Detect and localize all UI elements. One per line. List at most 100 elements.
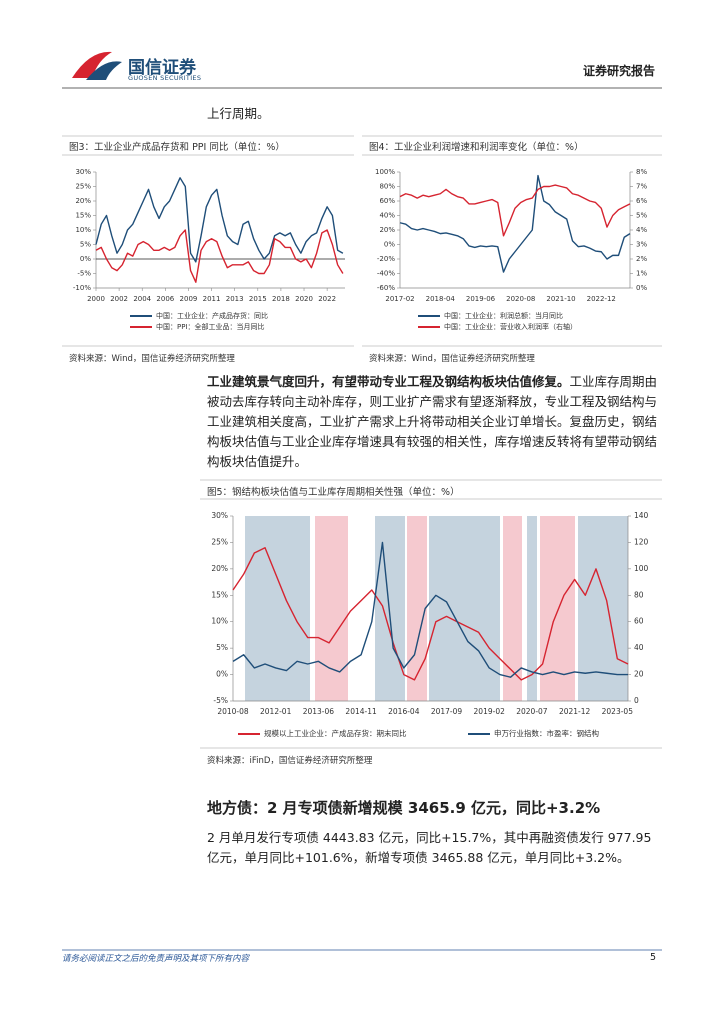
report-type: 证券研究报告 bbox=[582, 64, 655, 78]
x-tick-label: 2006 bbox=[156, 295, 174, 303]
x-tick-label: 2018 bbox=[272, 295, 290, 303]
y-tick-label: 10% bbox=[75, 226, 91, 234]
brand: 国信证券 bbox=[128, 58, 196, 78]
series-line bbox=[399, 174, 631, 273]
legend-label: 规模以上工业企业：产成品存货：期末同比 bbox=[264, 728, 407, 738]
disclaimer: 请务必阅读正文之后的免责声明及其项下所有内容 bbox=[62, 954, 250, 964]
y-tick-label: 30% bbox=[75, 168, 91, 176]
source: 资料来源：Wind，国信证券经济研究所整理 bbox=[369, 354, 535, 364]
x-tick-label: 2011 bbox=[203, 295, 221, 303]
series-line bbox=[95, 177, 344, 263]
y-tick-label: 20% bbox=[379, 226, 395, 234]
series-line bbox=[232, 541, 628, 678]
x-tick-label: 2022-12 bbox=[587, 295, 616, 303]
x-tick-label: 2021-10 bbox=[546, 295, 575, 303]
legend-label: 中国：工业企业：营业收入利润率（右轴） bbox=[444, 322, 577, 331]
x-tick-label: 2019-02 bbox=[474, 707, 506, 716]
shaded-period bbox=[407, 516, 427, 701]
y-tick-label: -5% bbox=[77, 270, 91, 278]
y2-tick-label: 8% bbox=[636, 168, 647, 176]
y2-tick-label: 100 bbox=[634, 564, 649, 573]
shaded-period bbox=[503, 516, 522, 701]
y-tick-label: -20% bbox=[377, 255, 395, 263]
shaded-periods bbox=[245, 516, 628, 701]
y2-tick-label: 4% bbox=[636, 226, 647, 234]
x-tick-label: 2023-05 bbox=[602, 707, 634, 716]
y-tick-label: 25% bbox=[75, 183, 91, 191]
y-tick-label: 10% bbox=[211, 617, 228, 626]
legend-label: 中国：PPI：全部工业品：当月同比 bbox=[156, 322, 265, 331]
y-tick-label: 25% bbox=[211, 537, 228, 546]
x-tick-label: 2013-06 bbox=[303, 707, 335, 716]
y2-tick-label: 3% bbox=[636, 241, 647, 249]
shaded-period bbox=[315, 516, 348, 701]
legend-label: 中国：工业企业：产成品存货：同比 bbox=[156, 311, 268, 320]
shaded-period bbox=[578, 516, 628, 701]
y2-tick-label: 0% bbox=[636, 284, 647, 292]
x-tick-label: 2020-07 bbox=[516, 707, 548, 716]
y-tick-label: 15% bbox=[211, 590, 228, 599]
y2-tick-label: 7% bbox=[636, 183, 647, 191]
y-tick-label: 0% bbox=[384, 241, 395, 249]
legend-label: 中国：工业企业：利润总额：当月同比 bbox=[444, 311, 563, 320]
series-line bbox=[232, 547, 629, 681]
y2-tick-label: 1% bbox=[636, 270, 647, 278]
y2-tick-label: 140 bbox=[634, 511, 649, 520]
x-tick-label: 2017-02 bbox=[385, 295, 414, 303]
y-tick-label: 5% bbox=[216, 643, 228, 652]
y2-tick-label: 40 bbox=[634, 643, 644, 652]
x-tick-label: 2018-04 bbox=[426, 295, 456, 303]
y2-tick-label: 20 bbox=[634, 670, 644, 679]
series-line bbox=[399, 184, 631, 237]
x-tick-label: 2014-11 bbox=[345, 707, 377, 716]
y-tick-label: 80% bbox=[379, 183, 395, 191]
series-line bbox=[95, 229, 344, 283]
y-tick-label: -60% bbox=[377, 284, 395, 292]
legend-label: 申万行业指数：市盈率：钢结构 bbox=[494, 728, 599, 738]
x-tick-label: 2009 bbox=[180, 295, 198, 303]
x-tick-label: 2010-08 bbox=[217, 707, 249, 716]
page-number: 5 bbox=[650, 952, 657, 963]
source: 资料来源：Wind，国信证券经济研究所整理 bbox=[69, 354, 235, 364]
y2-tick-label: 5% bbox=[636, 212, 647, 220]
y-tick-label: 15% bbox=[75, 212, 91, 220]
x-tick-label: 2021-12 bbox=[559, 707, 591, 716]
y-tick-label: 100% bbox=[375, 168, 395, 176]
logo-red bbox=[72, 51, 112, 78]
x-tick-label: 2012-01 bbox=[260, 707, 292, 716]
figure-caption: 图5：钢结构板块估值与工业库存周期相关性强（单位：%） bbox=[207, 487, 460, 498]
paragraph: 工业建筑景气度回升，有望带动专业工程及钢结构板块估值修复。工业库存周期由被动去库… bbox=[207, 372, 663, 472]
brand-en: GUOSEN SECURITIES bbox=[128, 74, 202, 82]
paragraph-lead: 工业建筑景气度回升，有望带动专业工程及钢结构板块估值修复。 bbox=[207, 374, 570, 389]
shaded-period bbox=[540, 516, 575, 701]
x-tick-label: 2004 bbox=[133, 295, 151, 303]
x-tick-label: 2015 bbox=[249, 295, 267, 303]
paragraph: 2 月单月发行专项债 4443.83 亿元，同比+15.7%，其中再融资债发行 … bbox=[207, 830, 652, 865]
y-tick-label: -10% bbox=[73, 284, 91, 292]
y2-tick-label: 2% bbox=[636, 255, 647, 263]
y2-tick-label: 120 bbox=[634, 537, 649, 546]
x-tick-label: 2002 bbox=[110, 295, 128, 303]
x-tick-label: 2017-09 bbox=[431, 707, 463, 716]
y-tick-label: 40% bbox=[379, 212, 395, 220]
x-tick-label: 2022 bbox=[318, 295, 336, 303]
y2-tick-label: 60 bbox=[634, 617, 644, 626]
figure-caption: 图3：工业企业产成品存货和 PPI 同比（单位：%） bbox=[69, 142, 285, 153]
y-tick-label: 20% bbox=[75, 197, 91, 205]
shaded-period bbox=[375, 516, 405, 701]
x-tick-label: 2000 bbox=[87, 295, 105, 303]
y-tick-label: 0% bbox=[80, 255, 91, 263]
logo-blue bbox=[86, 61, 122, 80]
figure-caption: 图4：工业企业利润增速和利润率变化（单位：%） bbox=[369, 142, 584, 153]
y-tick-label: -40% bbox=[377, 270, 395, 278]
y-tick-label: 30% bbox=[211, 511, 228, 520]
y-tick-label: 5% bbox=[80, 241, 91, 249]
paragraph-text: 工业库存周期由被动去库存转向主动补库存，则工业扩产需求有望逐渐释放，专业工程及钢… bbox=[207, 374, 658, 469]
shaded-period bbox=[527, 516, 537, 701]
shaded-period bbox=[429, 516, 500, 701]
intro: 上行周期。 bbox=[207, 106, 270, 121]
x-tick-label: 2019-06 bbox=[466, 295, 496, 303]
y2-tick-label: 0 bbox=[634, 696, 639, 705]
